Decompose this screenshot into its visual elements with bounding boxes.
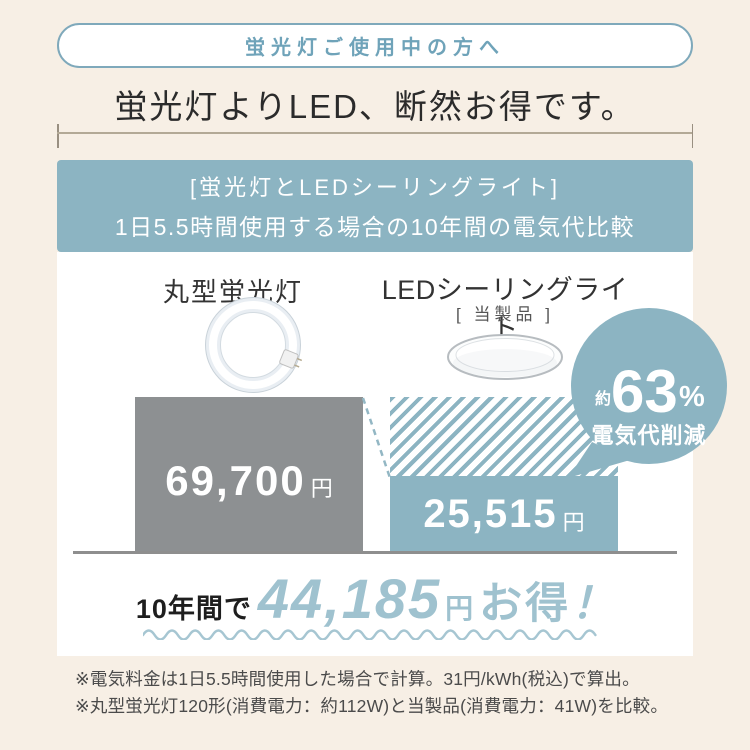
led-ceiling-light-icon xyxy=(447,334,563,380)
usage-banner: 蛍光灯ご使用中の方へ xyxy=(57,23,693,68)
fluorescent-bar: 69,700 円 xyxy=(135,397,363,553)
badge-percent-sign: % xyxy=(679,381,705,413)
led-bar: 25,515 円 xyxy=(390,476,618,553)
chart-panel: 丸型蛍光灯 LEDシーリングライト [ 当製品 ] 69,700 円 25,51… xyxy=(57,252,727,656)
product-sublabel: [ 当製品 ] xyxy=(456,305,554,324)
headline: 蛍光灯よりLED、断然お得です。 xyxy=(114,88,636,125)
usage-banner-label: 蛍光灯ご使用中の方へ xyxy=(245,37,505,59)
footnote-2: ※丸型蛍光灯120形(消費電力：約112W)と当製品(消費電力：41W)を比較。 xyxy=(75,696,669,716)
led-bar-unit: 円 xyxy=(562,509,585,535)
divider-tick-left xyxy=(57,124,59,148)
savings-statement: 10年間で 44,185 円 お得 ！ xyxy=(0,566,750,631)
comparison-header-line1: [蛍光灯とLEDシーリングライト] xyxy=(189,175,561,200)
badge-approx: 約 xyxy=(595,389,611,408)
badge-percent: 63 xyxy=(611,358,678,425)
led-column-label: LEDシーリングライト xyxy=(381,275,629,344)
divider-line xyxy=(57,124,693,148)
footnotes: ※電気料金は1日5.5時間使用した場合で計算。31円/kWh(税込)で算出。 ※… xyxy=(75,666,715,720)
comparison-header: [蛍光灯とLEDシーリングライト] 1日5.5時間使用する場合の10年間の電気代… xyxy=(57,160,693,252)
savings-exclaim: ！ xyxy=(571,580,615,628)
comparison-header-line2: 1日5.5時間使用する場合の10年間の電気代比較 xyxy=(114,214,636,240)
divider-tick-right xyxy=(691,124,693,148)
savings-suffix: お得 xyxy=(479,580,572,628)
footnote-1: ※電気料金は1日5.5時間使用した場合で計算。31円/kWh(税込)で算出。 xyxy=(75,669,640,689)
fluorescent-bar-unit: 円 xyxy=(310,476,333,501)
wavy-underline xyxy=(143,629,597,640)
savings-unit: 円 xyxy=(445,593,474,624)
fluorescent-bar-value: 69,700 xyxy=(165,457,306,504)
led-bar-value: 25,515 xyxy=(423,492,558,536)
savings-amount: 44,185 xyxy=(257,567,442,630)
badge-caption: 電気代削減 xyxy=(591,423,706,448)
fluorescent-lamp-icon xyxy=(205,297,303,393)
chart-baseline xyxy=(73,551,677,554)
savings-badge: 約 63 % 電気代削減 xyxy=(568,308,727,478)
savings-prefix: 10年間で xyxy=(135,594,252,624)
divider-hline xyxy=(57,132,693,134)
reduction-dashed-line xyxy=(361,397,392,479)
